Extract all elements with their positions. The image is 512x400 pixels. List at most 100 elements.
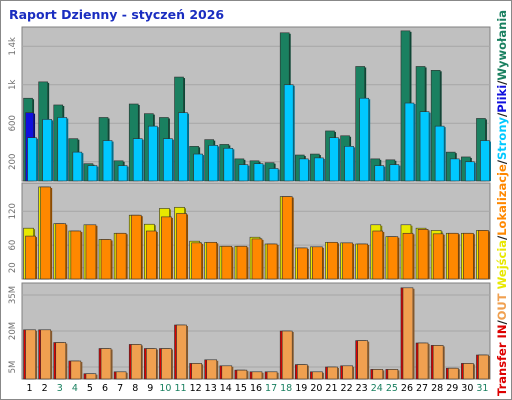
y-tick-label: 120	[8, 203, 18, 219]
bar-strony-body	[419, 111, 430, 182]
bar-strony-shadow	[444, 127, 446, 181]
bar-lokalizacje-body	[281, 196, 293, 280]
legend-part: /	[495, 112, 509, 117]
bar-lokalizacje-body	[130, 214, 142, 280]
bar-lokalizacje	[463, 232, 475, 280]
bar-lokalizacje-body	[312, 246, 323, 280]
bar-strony-shadow	[172, 139, 174, 181]
x-tick-label: 27	[416, 383, 428, 394]
x-tick-label: 31	[476, 383, 488, 394]
bar-out-body	[40, 329, 51, 380]
bar-lokalizacje-body	[372, 230, 384, 280]
bar-lokalizacje	[130, 214, 143, 280]
bar-out-shadow	[458, 369, 460, 379]
x-tick-label: 19	[295, 383, 307, 394]
legend-part: Pliki	[495, 85, 509, 113]
bar-out-shadow	[95, 374, 98, 379]
bar-strony-shadow	[157, 127, 159, 181]
bar-strony-shadow	[383, 166, 386, 181]
x-tick-label: 15	[235, 383, 247, 394]
bar-strony-shadow	[81, 153, 84, 181]
bar-out-body	[55, 342, 67, 380]
bar-out-shadow	[262, 372, 264, 379]
y-tick-label: 600	[8, 115, 18, 131]
bar-lokalizacje	[266, 243, 279, 280]
legend-part: /	[495, 235, 509, 240]
bar-out	[402, 287, 415, 380]
x-tick-label: 17	[265, 383, 277, 394]
bar-lokalizacje-shadow	[50, 187, 53, 279]
bar-out-body	[25, 329, 36, 380]
bar-out-shadow	[111, 349, 113, 379]
bar-lokalizacje-body	[296, 247, 308, 280]
bar-strony	[27, 137, 39, 182]
bar-out	[146, 348, 158, 380]
bar-out-body	[100, 348, 112, 380]
bar-strony-body	[72, 151, 83, 182]
bar-strony-body	[87, 165, 98, 182]
bar-out-body	[266, 371, 278, 380]
x-tick-label: 6	[102, 383, 108, 394]
bar-strony-shadow	[459, 159, 461, 181]
bar-lokalizacje-body	[357, 243, 368, 280]
bar-out-shadow	[352, 366, 355, 379]
bar-lokalizacje	[417, 229, 430, 280]
bar-lokalizacje-shadow	[428, 230, 430, 279]
bar-out-shadow	[382, 370, 385, 379]
legend-part: OUT	[495, 293, 509, 320]
bar-out-body	[478, 354, 489, 380]
x-tick-label: 13	[205, 383, 217, 394]
bar-lokalizacje-body	[432, 233, 444, 280]
bar-out-body	[342, 365, 353, 380]
bar-strony	[102, 140, 114, 182]
bar-out	[251, 371, 264, 380]
x-tick-label: 1	[27, 383, 33, 394]
bar-strony-shadow	[142, 139, 144, 181]
bar-lokalizacje-shadow	[443, 234, 445, 279]
bar-strony	[42, 119, 54, 182]
bar-strony-body	[178, 112, 188, 182]
bar-strony	[117, 165, 129, 182]
x-tick-label: 16	[250, 383, 262, 394]
x-tick-label: 29	[446, 383, 458, 394]
bar-lokalizacje	[296, 247, 309, 280]
bar-out-body	[161, 348, 172, 380]
bar-out-shadow	[171, 349, 173, 379]
bar-strony	[238, 164, 250, 182]
bar-strony-body	[193, 153, 203, 182]
bar-out	[55, 342, 68, 380]
bar-out-shadow	[292, 332, 294, 379]
bar-lokalizacje-body	[176, 213, 187, 280]
bar-lokalizacje	[100, 239, 113, 280]
bar-lokalizacje-shadow	[156, 232, 158, 279]
x-tick-label: 3	[57, 383, 63, 394]
bar-lokalizacje	[281, 196, 294, 280]
bar-out	[463, 363, 475, 380]
x-tick-label: 22	[341, 383, 353, 394]
bar-lokalizacje-body	[191, 242, 202, 280]
bar-strony-body	[314, 157, 324, 182]
bar-lokalizacje-body	[478, 230, 489, 280]
bar-lokalizacje	[372, 230, 385, 280]
bar-lokalizacje-shadow	[397, 237, 400, 279]
bar-strony-body	[480, 140, 490, 182]
bar-out	[387, 369, 400, 380]
bar-lokalizacje	[312, 246, 324, 280]
x-tick-label: 4	[72, 383, 78, 394]
x-tick-label: 26	[401, 383, 413, 394]
bar-strony	[163, 138, 174, 182]
bar-strony-shadow	[263, 164, 265, 181]
bar-strony	[374, 165, 386, 182]
bar-out	[40, 329, 53, 380]
x-tick-label: 30	[461, 383, 473, 394]
bar-strony-shadow	[323, 158, 325, 181]
x-tick-label: 5	[87, 383, 93, 394]
bar-out-shadow	[307, 365, 309, 379]
bar-lokalizacje	[25, 235, 38, 280]
bar-strony-body	[268, 168, 279, 182]
bar-lokalizacje-body	[25, 235, 36, 280]
bar-out	[221, 365, 234, 380]
bar-lokalizacje	[432, 233, 445, 280]
bar-out	[296, 364, 309, 380]
bar-out-body	[463, 363, 474, 380]
